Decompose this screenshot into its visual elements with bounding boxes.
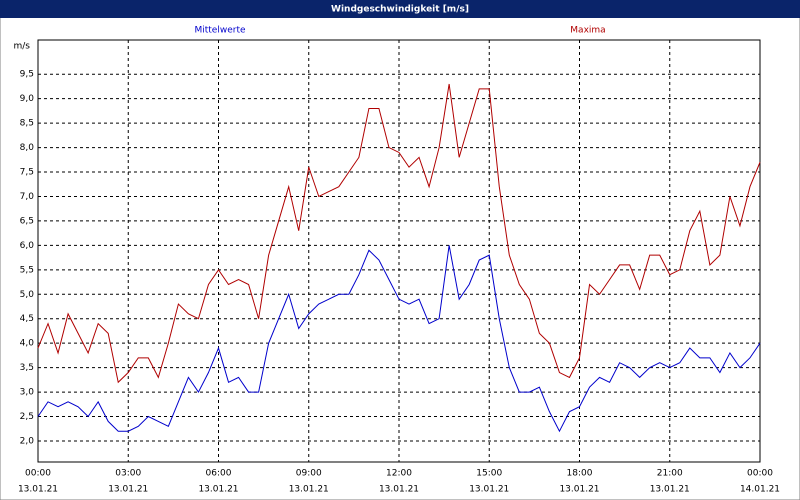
plot-frame [37,39,761,463]
y-tick-label: 7,5 [20,168,34,178]
x-tick-date: 13.01.21 [18,485,58,495]
chart-title: Windgeschwindigkeit [m/s] [331,5,469,15]
x-tick-label: 09:00 [296,469,322,479]
y-tick-label: 4,0 [20,339,35,349]
x-tick-label: 00:00 [25,469,51,479]
x-tick-label: 12:00 [386,469,412,479]
y-tick-label: 6,5 [20,216,34,226]
y-tick-label: 9,0 [20,94,35,104]
x-tick-label: 06:00 [206,469,232,479]
title-bar [0,0,800,18]
y-tick-label: 8,0 [20,143,35,153]
x-tick-date: 14.01.21 [740,485,780,495]
y-tick-label: 4,5 [20,314,34,324]
x-tick-date: 13.01.21 [379,485,419,495]
y-tick-label: 3,5 [20,363,34,373]
legend-label: Mittelwerte [194,26,245,36]
x-tick-date: 13.01.21 [469,485,509,495]
series-line [37,245,761,433]
x-tick-date: 13.01.21 [559,485,599,495]
x-tick-date: 13.01.21 [650,485,690,495]
y-tick-label: 6,0 [20,241,35,251]
y-unit: m/s [14,42,31,52]
x-tick-label: 03:00 [115,469,141,479]
x-tick-label: 00:00 [747,469,773,479]
x-tick-date: 13.01.21 [289,485,329,495]
x-tick-date: 13.01.21 [198,485,238,495]
y-tick-label: 8,5 [20,119,34,129]
y-tick-label: 7,0 [20,192,35,202]
y-tick-label: 2,5 [20,412,34,422]
legend-label: Maxima [570,26,605,36]
y-tick-label: 5,0 [20,290,35,300]
x-tick-label: 21:00 [657,469,683,479]
y-tick-label: 9,5 [20,70,34,80]
y-tick-label: 3,0 [20,388,35,398]
y-tick-label: 5,5 [20,265,34,275]
y-tick-label: 2,0 [20,436,35,446]
x-tick-label: 18:00 [567,469,593,479]
series-line [37,83,761,384]
x-tick-date: 13.01.21 [108,485,148,495]
x-tick-label: 15:00 [476,469,502,479]
